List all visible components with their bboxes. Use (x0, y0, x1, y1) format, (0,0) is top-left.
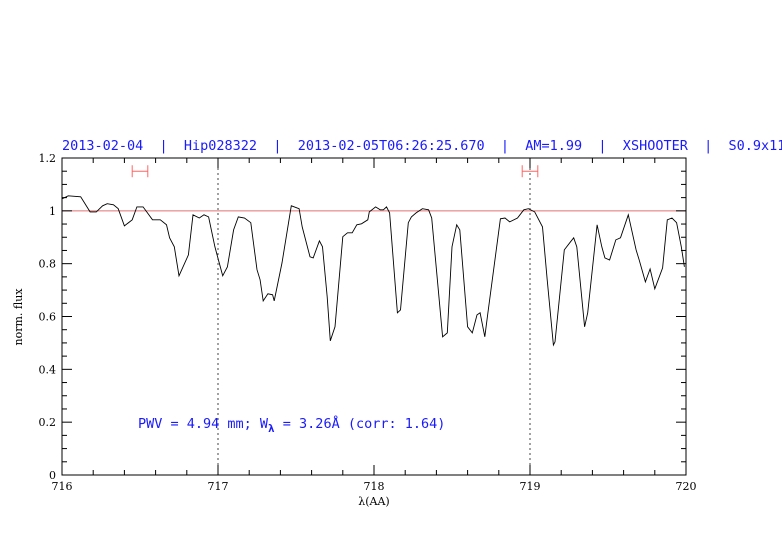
y-tick-label: 0.6 (39, 311, 57, 324)
range-marker (131, 165, 149, 178)
x-tick-label: 718 (364, 480, 385, 493)
x-tick-label: 719 (520, 480, 541, 493)
annotation-prefix: PWV = 4.94 mm; W (138, 416, 269, 432)
y-axis-label: norm. flux (12, 288, 25, 346)
x-tick-label: 716 (52, 480, 73, 493)
pwv-annotation: PWV = 4.94 mm; Wλ = 3.26Å (corr: 1.64) (138, 415, 445, 435)
annotation-suffix: = 3.26Å (corr: 1.64) (275, 415, 446, 432)
annotation-subscript: λ (268, 422, 275, 435)
range-marker (521, 165, 539, 178)
y-tick-label: 0 (49, 469, 56, 482)
x-axis-label: λ(AA) (358, 495, 389, 508)
chart-title: 2013-02-04 | Hip028322 | 2013-02-05T06:2… (62, 138, 782, 154)
y-tick-label: 1.2 (39, 152, 57, 165)
y-tick-label: 1 (49, 205, 56, 218)
y-tick-label: 0.2 (39, 416, 57, 429)
plot-area: 716 717 718 719 720 0 0.2 0.4 0.6 0.8 1 1.2 (39, 152, 697, 493)
y-tick-label: 0.8 (39, 258, 57, 271)
x-tick-label: 720 (676, 480, 697, 493)
y-tick-label: 0.4 (39, 363, 57, 376)
x-tick-label: 717 (208, 480, 229, 493)
spectrum-line (61, 195, 685, 347)
